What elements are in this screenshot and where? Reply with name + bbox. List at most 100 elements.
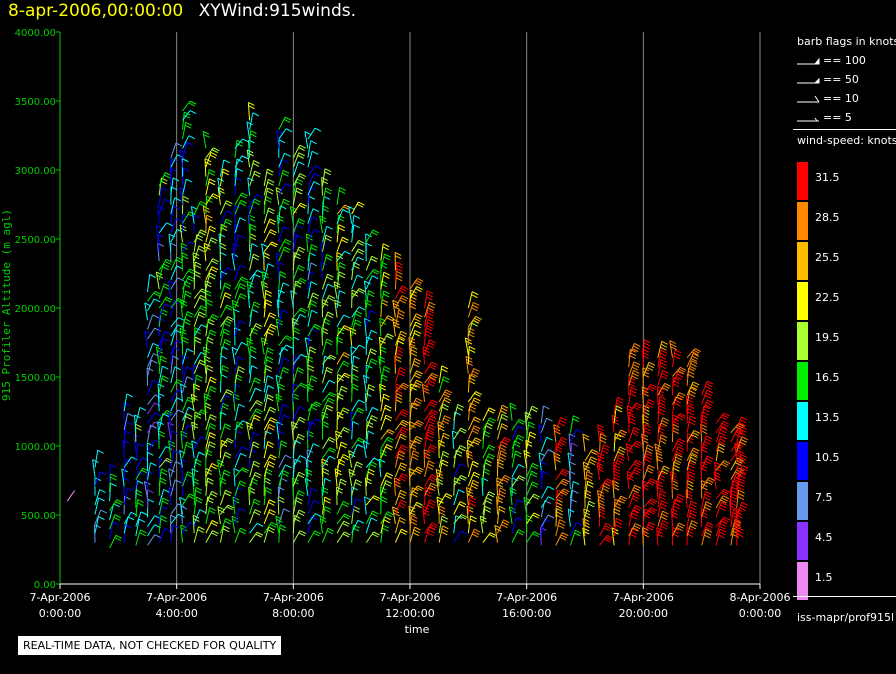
wind-barb <box>234 320 246 337</box>
wind-barb <box>395 419 410 431</box>
wind-barb <box>336 352 351 365</box>
x-tick-date: 7-Apr-2006 <box>29 591 90 604</box>
wind-barb <box>147 402 161 415</box>
wind-barb <box>277 486 285 506</box>
wind-barb <box>322 527 335 543</box>
wind-barb <box>278 464 292 478</box>
wind-barb <box>170 346 181 365</box>
wind-barb <box>278 128 293 140</box>
wind-barb <box>322 273 334 290</box>
wind-barb <box>686 471 696 490</box>
wind-barb <box>170 299 180 318</box>
wind-barb <box>511 425 525 440</box>
wind-barb <box>290 421 299 440</box>
wind-barb <box>146 367 154 386</box>
wind-barb <box>234 467 250 478</box>
wind-barb <box>181 355 189 374</box>
wind-barb <box>701 399 714 415</box>
wind-barb <box>657 369 669 386</box>
wind-barb <box>182 167 190 187</box>
wind-barb <box>597 424 605 443</box>
wind-barb <box>497 436 511 450</box>
wind-barb <box>158 198 171 215</box>
wind-barb <box>540 514 555 527</box>
wind-barb <box>526 421 536 440</box>
wind-barb <box>628 484 642 499</box>
wind-barb <box>438 403 449 421</box>
wind-barb <box>278 159 289 177</box>
wind-barb <box>307 150 319 168</box>
wind-barb <box>336 372 351 384</box>
barb-legend-10: == 10 <box>823 92 859 105</box>
wind-barb <box>305 468 313 487</box>
wind-barb <box>736 453 748 471</box>
speed-label: 4.5 <box>815 531 833 544</box>
wind-barb <box>292 264 305 281</box>
wind-barb <box>657 417 670 433</box>
wind-barb <box>205 168 216 187</box>
wind-barb <box>657 490 667 508</box>
wind-barb <box>219 168 230 187</box>
wind-barb <box>628 459 643 471</box>
wind-barb <box>219 518 232 534</box>
wind-barb <box>701 389 714 405</box>
wind-barb <box>182 290 192 309</box>
wind-barb <box>147 498 155 518</box>
wind-barb <box>613 429 628 443</box>
wind-barb <box>249 531 264 543</box>
wind-barb <box>249 441 260 459</box>
wind-barb <box>336 520 350 534</box>
wind-barb <box>278 524 287 543</box>
wind-barb <box>263 441 274 459</box>
wind-barb <box>192 514 200 534</box>
wind-barb <box>146 451 154 471</box>
wind-barb <box>249 112 260 130</box>
wind-barb <box>292 218 306 234</box>
wind-barb <box>292 353 308 365</box>
wind-barb <box>307 443 320 459</box>
wind-barb <box>234 199 248 215</box>
wind-barb <box>249 414 261 431</box>
wind-barb <box>569 489 579 508</box>
wind-barb <box>497 487 507 506</box>
wind-barb <box>672 412 687 424</box>
wind-barb <box>234 452 247 468</box>
wind-barb <box>672 423 680 443</box>
wind-barb <box>307 328 318 346</box>
wind-barb <box>219 252 227 271</box>
wind-barb <box>278 309 289 327</box>
speed-swatch <box>797 522 808 560</box>
wind-barb <box>394 462 408 478</box>
wind-barb <box>292 490 305 506</box>
wind-barb <box>322 338 333 356</box>
wind-barb <box>219 292 232 309</box>
wind-barb <box>380 404 392 421</box>
wind-barb <box>350 411 358 431</box>
wind-barb <box>205 414 217 431</box>
wind-barb <box>482 491 496 506</box>
wind-barb <box>219 200 233 215</box>
wind-barb <box>465 355 474 374</box>
wind-barb <box>365 364 373 384</box>
wind-barb <box>247 177 255 196</box>
wind-barb <box>642 383 657 396</box>
wind-barb <box>657 520 669 537</box>
wind-barb <box>496 477 504 496</box>
x-tick-time: 12:00:00 <box>385 607 434 620</box>
wind-barb <box>714 461 722 480</box>
wind-barb <box>219 242 227 262</box>
wind-barb <box>157 383 165 402</box>
wind-barb <box>277 261 284 280</box>
wind-barb <box>351 201 365 215</box>
wind-barb <box>292 224 303 243</box>
wind-barb <box>424 372 439 384</box>
wind-barb <box>613 405 623 424</box>
wind-barb <box>307 127 322 140</box>
wind-barb <box>453 404 464 421</box>
wind-barb <box>307 208 320 224</box>
wind-barb <box>365 510 379 525</box>
wind-barb <box>540 436 553 452</box>
wind-barb <box>170 524 180 543</box>
wind-barb <box>158 222 173 234</box>
wind-barb <box>170 218 183 234</box>
